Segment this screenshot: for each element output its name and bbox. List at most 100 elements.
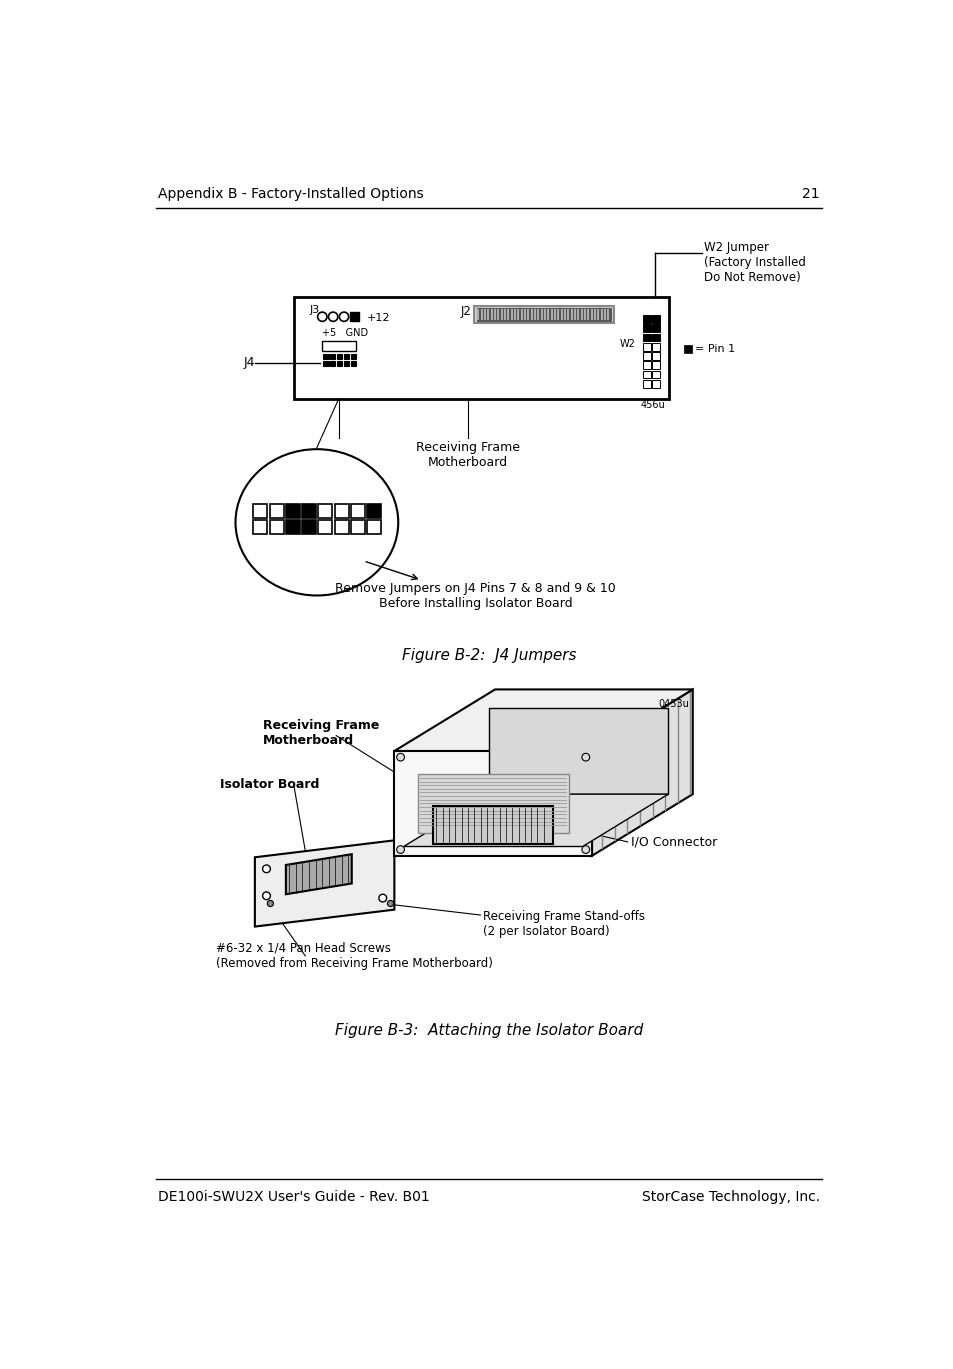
Text: = Pin 1: = Pin 1 xyxy=(695,344,735,355)
Bar xyxy=(476,308,611,320)
Bar xyxy=(253,504,267,517)
Bar xyxy=(510,309,512,320)
Circle shape xyxy=(339,312,348,322)
Bar xyxy=(507,309,509,320)
Bar xyxy=(503,309,505,320)
Bar xyxy=(494,309,496,320)
Bar xyxy=(335,504,348,517)
Bar xyxy=(570,309,572,320)
Bar xyxy=(336,361,342,366)
Bar xyxy=(367,504,381,517)
Bar xyxy=(603,309,605,320)
Circle shape xyxy=(267,901,274,906)
Bar xyxy=(351,355,356,359)
Bar xyxy=(567,309,569,320)
Bar xyxy=(540,309,542,320)
Bar xyxy=(594,309,596,320)
Bar xyxy=(652,371,659,378)
Circle shape xyxy=(317,312,327,322)
Bar xyxy=(270,520,283,534)
Text: StorCase Technology, Inc.: StorCase Technology, Inc. xyxy=(641,1190,819,1203)
Polygon shape xyxy=(254,841,394,927)
Bar xyxy=(480,309,482,320)
Bar xyxy=(433,806,553,845)
Text: +12: +12 xyxy=(367,312,391,323)
Bar xyxy=(642,315,650,323)
Bar xyxy=(344,355,349,359)
Circle shape xyxy=(581,846,589,853)
Text: J4: J4 xyxy=(243,356,254,370)
Text: Receiving Frame Stand-offs
(2 per Isolator Board): Receiving Frame Stand-offs (2 per Isolat… xyxy=(483,909,645,938)
Bar xyxy=(520,309,522,320)
Bar xyxy=(642,371,650,378)
Bar xyxy=(652,361,659,370)
Bar xyxy=(351,361,356,366)
Bar xyxy=(344,361,349,366)
Bar xyxy=(318,504,332,517)
Bar xyxy=(253,520,267,534)
Polygon shape xyxy=(286,854,352,894)
Bar xyxy=(351,520,365,534)
Text: DE100i-SWU2X User's Guide - Rev. B01: DE100i-SWU2X User's Guide - Rev. B01 xyxy=(158,1190,429,1203)
Polygon shape xyxy=(403,794,668,846)
Bar xyxy=(574,309,576,320)
Bar xyxy=(476,309,478,320)
Bar xyxy=(652,379,659,387)
Bar xyxy=(642,342,650,350)
Bar xyxy=(351,504,365,517)
Polygon shape xyxy=(394,690,692,752)
Text: Receiving Frame
Motherboard: Receiving Frame Motherboard xyxy=(262,719,378,746)
Text: I/O Connector: I/O Connector xyxy=(630,835,717,849)
Bar xyxy=(560,309,562,320)
Bar xyxy=(547,309,549,320)
Bar xyxy=(321,341,355,352)
Circle shape xyxy=(262,893,270,899)
Bar xyxy=(487,309,489,320)
Text: 456u: 456u xyxy=(640,400,665,411)
Circle shape xyxy=(396,753,404,761)
Bar xyxy=(557,309,558,320)
Bar xyxy=(550,309,552,320)
Bar xyxy=(652,342,659,350)
Bar xyxy=(642,352,650,360)
Bar xyxy=(537,309,538,320)
Circle shape xyxy=(378,894,386,902)
Bar xyxy=(607,309,609,320)
Bar xyxy=(597,309,598,320)
Text: Figure B-2:  J4 Jumpers: Figure B-2: J4 Jumpers xyxy=(401,648,576,663)
Text: Figure B-3:  Attaching the Isolator Board: Figure B-3: Attaching the Isolator Board xyxy=(335,1023,642,1038)
Circle shape xyxy=(581,753,589,761)
Bar xyxy=(330,361,335,366)
Bar xyxy=(270,504,283,517)
Bar xyxy=(590,309,592,320)
Bar xyxy=(483,309,485,320)
Circle shape xyxy=(387,901,394,906)
Text: +5   GND: +5 GND xyxy=(322,327,368,338)
Bar xyxy=(652,324,659,333)
Bar xyxy=(652,315,659,323)
Bar xyxy=(517,309,518,320)
Bar xyxy=(534,309,536,320)
Circle shape xyxy=(262,865,270,872)
Polygon shape xyxy=(394,752,592,856)
Text: W2 Jumper
(Factory Installed
Do Not Remove): W2 Jumper (Factory Installed Do Not Remo… xyxy=(703,241,805,285)
Bar xyxy=(642,334,650,341)
Bar xyxy=(335,520,348,534)
Bar xyxy=(683,345,691,353)
Bar xyxy=(286,504,299,517)
Bar xyxy=(530,309,532,320)
Text: Remove Jumpers on J4 Pins 7 & 8 and 9 & 10
Before Installing Isolator Board: Remove Jumpers on J4 Pins 7 & 8 and 9 & … xyxy=(335,582,616,609)
Bar xyxy=(554,309,556,320)
Bar xyxy=(323,355,328,359)
Bar xyxy=(583,309,585,320)
Text: J2: J2 xyxy=(459,305,471,318)
Bar xyxy=(642,324,650,333)
Text: 0453u: 0453u xyxy=(658,698,688,709)
Bar xyxy=(563,309,565,320)
Text: W2: W2 xyxy=(618,340,635,349)
Bar xyxy=(294,297,669,400)
Bar xyxy=(323,361,328,366)
Bar xyxy=(527,309,529,320)
Text: 21: 21 xyxy=(801,188,819,201)
Bar xyxy=(367,520,381,534)
